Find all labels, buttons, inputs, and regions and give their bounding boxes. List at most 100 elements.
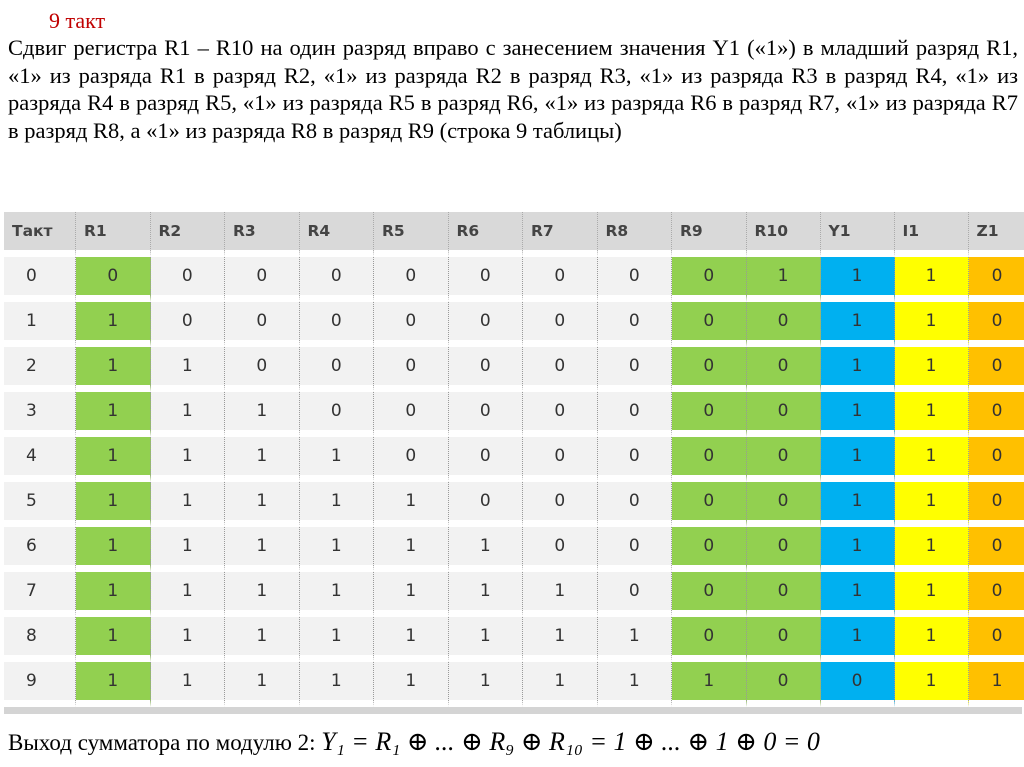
cell-y1: 0 bbox=[820, 662, 895, 707]
cell-i1: 1 bbox=[894, 392, 969, 437]
takt-cell: 3 bbox=[4, 392, 76, 437]
cell-r2: 0 bbox=[150, 302, 225, 347]
cell-y1: 1 bbox=[820, 437, 895, 482]
cell-r8: 0 bbox=[597, 437, 672, 482]
cell-r5: 0 bbox=[374, 302, 449, 347]
cell-r6: 0 bbox=[448, 257, 523, 302]
cell-r1: 1 bbox=[76, 347, 151, 392]
cell-r3: 1 bbox=[225, 482, 300, 527]
cell-r9: 0 bbox=[672, 257, 747, 302]
cell-r7: 1 bbox=[523, 572, 598, 617]
cell-i1: 1 bbox=[894, 617, 969, 662]
cell-r2: 1 bbox=[150, 437, 225, 482]
cell-r7: 1 bbox=[523, 662, 598, 707]
takt-cell: 6 bbox=[4, 527, 76, 572]
cell-z1: 0 bbox=[968, 617, 1024, 662]
cell-y1: 1 bbox=[820, 572, 895, 617]
cell-z1: 1 bbox=[968, 662, 1024, 707]
cell-r1: 1 bbox=[76, 437, 151, 482]
cell-r6: 1 bbox=[448, 662, 523, 707]
cell-r9: 0 bbox=[672, 527, 747, 572]
cell-r4: 0 bbox=[299, 392, 374, 437]
takt-cell: 5 bbox=[4, 482, 76, 527]
takt-cell: 0 bbox=[4, 257, 76, 302]
cell-r4: 0 bbox=[299, 302, 374, 347]
cell-r10: 0 bbox=[746, 302, 821, 347]
cell-z1: 0 bbox=[968, 482, 1024, 527]
cell-r8: 1 bbox=[597, 662, 672, 707]
cell-r10: 0 bbox=[746, 482, 821, 527]
cell-r1: 1 bbox=[76, 392, 151, 437]
slide-description: Сдвиг регистра R1 – R10 на один разряд в… bbox=[8, 35, 1018, 143]
cell-r2: 1 bbox=[150, 572, 225, 617]
cell-z1: 0 bbox=[968, 572, 1024, 617]
cell-r5: 0 bbox=[374, 392, 449, 437]
formula-label: Выход сумматора по модулю 2: bbox=[8, 730, 316, 755]
cell-r3: 1 bbox=[225, 572, 300, 617]
cell-r5: 0 bbox=[374, 347, 449, 392]
cell-r7: 0 bbox=[523, 392, 598, 437]
cell-r10: 0 bbox=[746, 617, 821, 662]
cell-r4: 1 bbox=[299, 617, 374, 662]
cell-r9: 0 bbox=[672, 392, 747, 437]
cell-r9: 0 bbox=[672, 437, 747, 482]
cell-r8: 1 bbox=[597, 617, 672, 662]
column-header-r2: R2 bbox=[150, 212, 225, 257]
cell-i1: 1 bbox=[894, 527, 969, 572]
cell-r6: 0 bbox=[448, 302, 523, 347]
cell-r6: 0 bbox=[448, 482, 523, 527]
cell-r6: 0 bbox=[448, 437, 523, 482]
cell-r2: 1 bbox=[150, 392, 225, 437]
cell-r8: 0 bbox=[597, 302, 672, 347]
cell-r2: 1 bbox=[150, 347, 225, 392]
cell-r8: 0 bbox=[597, 572, 672, 617]
cell-r4: 0 bbox=[299, 347, 374, 392]
cell-r9: 0 bbox=[672, 482, 747, 527]
cell-r2: 0 bbox=[150, 257, 225, 302]
takt-cell: 4 bbox=[4, 437, 76, 482]
column-header-i1: I1 bbox=[894, 212, 969, 257]
takt-cell: 8 bbox=[4, 617, 76, 662]
column-header-r7: R7 bbox=[523, 212, 598, 257]
cell-r4: 1 bbox=[299, 437, 374, 482]
cell-y1: 1 bbox=[820, 392, 895, 437]
cell-r3: 0 bbox=[225, 257, 300, 302]
cell-r1: 1 bbox=[76, 527, 151, 572]
cell-i1: 1 bbox=[894, 302, 969, 347]
cell-r10: 1 bbox=[746, 257, 821, 302]
cell-r3: 1 bbox=[225, 617, 300, 662]
cell-r5: 1 bbox=[374, 617, 449, 662]
cell-z1: 0 bbox=[968, 437, 1024, 482]
cell-r3: 1 bbox=[225, 527, 300, 572]
cell-r6: 0 bbox=[448, 392, 523, 437]
cell-i1: 1 bbox=[894, 662, 969, 707]
cell-i1: 1 bbox=[894, 482, 969, 527]
cell-r10: 0 bbox=[746, 437, 821, 482]
cell-r4: 1 bbox=[299, 572, 374, 617]
cell-z1: 0 bbox=[968, 347, 1024, 392]
cell-r5: 0 bbox=[374, 437, 449, 482]
cell-r7: 0 bbox=[523, 257, 598, 302]
cell-r6: 0 bbox=[448, 347, 523, 392]
cell-z1: 0 bbox=[968, 257, 1024, 302]
cell-r7: 0 bbox=[523, 347, 598, 392]
formula-expression: Y₁ = R₁ ⊕ ... ⊕ R₉ ⊕ R₁₀ = 1 ⊕ ... ⊕ 1 ⊕… bbox=[321, 727, 820, 756]
column-header-r3: R3 bbox=[225, 212, 300, 257]
cell-y1: 1 bbox=[820, 347, 895, 392]
cell-r8: 0 bbox=[597, 482, 672, 527]
column-header-z1: Z1 bbox=[968, 212, 1024, 257]
cell-r10: 0 bbox=[746, 572, 821, 617]
cell-z1: 0 bbox=[968, 392, 1024, 437]
column-header-r9: R9 bbox=[672, 212, 747, 257]
cell-r3: 1 bbox=[225, 662, 300, 707]
cell-r8: 0 bbox=[597, 257, 672, 302]
cell-i1: 1 bbox=[894, 437, 969, 482]
